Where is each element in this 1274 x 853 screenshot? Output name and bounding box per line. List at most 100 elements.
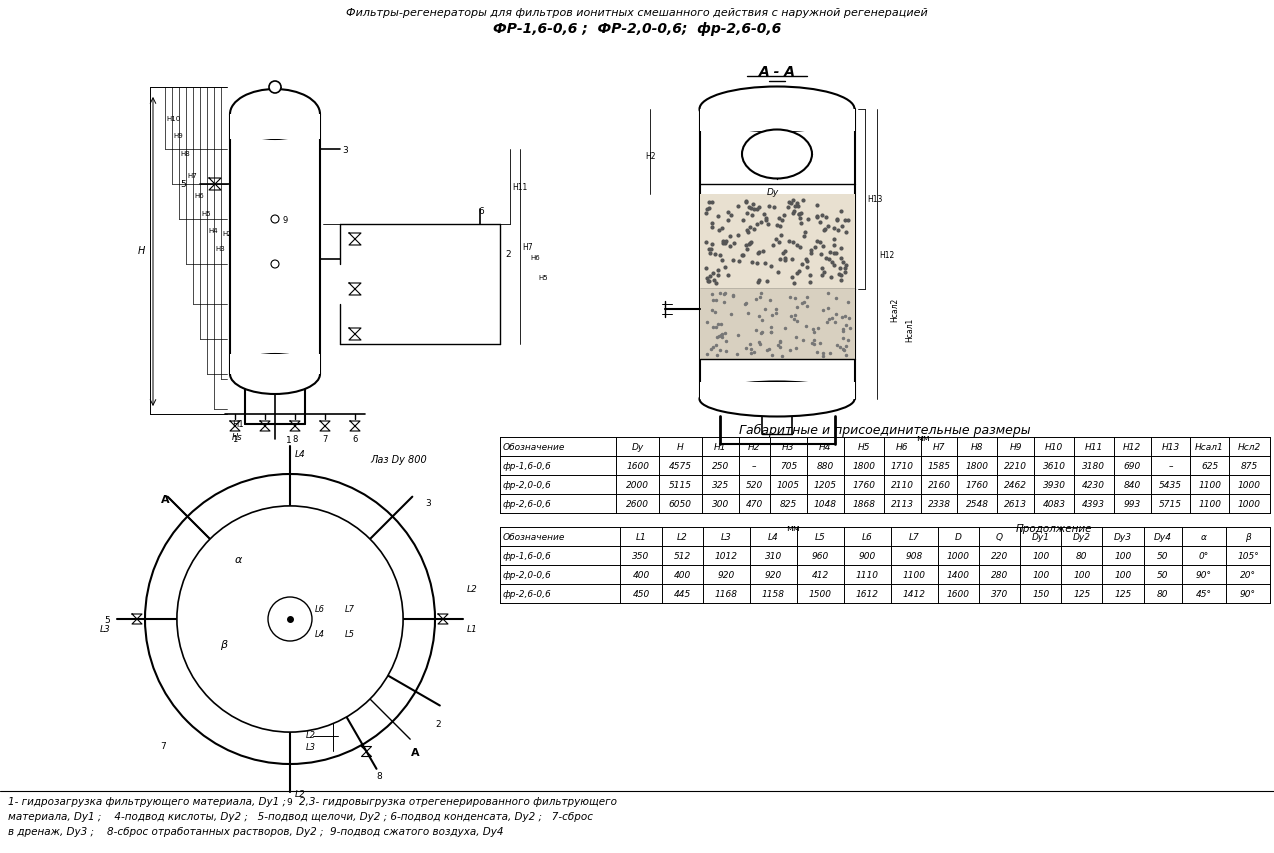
Text: 105°: 105° xyxy=(1237,551,1259,560)
Text: 5: 5 xyxy=(180,180,186,189)
Text: 512: 512 xyxy=(674,551,691,560)
Text: H2: H2 xyxy=(645,152,656,161)
Text: 1100: 1100 xyxy=(1198,480,1220,490)
Text: 1612: 1612 xyxy=(856,589,879,598)
Text: 1012: 1012 xyxy=(715,551,738,560)
Text: 1800: 1800 xyxy=(852,461,875,471)
Text: 840: 840 xyxy=(1124,480,1140,490)
Text: H7: H7 xyxy=(933,443,945,451)
Text: 1800: 1800 xyxy=(966,461,989,471)
Text: Hсал1: Hсал1 xyxy=(905,317,913,342)
Text: Обозначение: Обозначение xyxy=(503,443,566,451)
Circle shape xyxy=(177,507,403,732)
Text: H13: H13 xyxy=(1162,443,1180,451)
Text: 1048: 1048 xyxy=(814,499,837,508)
Text: 6050: 6050 xyxy=(669,499,692,508)
Text: L3: L3 xyxy=(721,532,731,542)
Text: фр-2,6-0,6: фр-2,6-0,6 xyxy=(503,589,552,598)
Text: H11: H11 xyxy=(512,183,527,191)
Circle shape xyxy=(271,216,279,223)
Text: 1000: 1000 xyxy=(1238,499,1261,508)
Text: материала, Dy1 ;    4-подвод кислоты, Dy2 ;   5-подвод щелочи, Dy2 ; 6-подвод ко: материала, Dy1 ; 4-подвод кислоты, Dy2 ;… xyxy=(8,811,592,821)
Text: H9: H9 xyxy=(173,133,182,139)
Text: мм: мм xyxy=(916,433,930,443)
Bar xyxy=(231,115,320,140)
Text: H2: H2 xyxy=(748,443,761,451)
Text: H6: H6 xyxy=(194,193,204,199)
Text: 1760: 1760 xyxy=(852,480,875,490)
Text: Лаз Dy 800: Лаз Dy 800 xyxy=(369,455,427,464)
Text: L3: L3 xyxy=(306,743,316,751)
Text: 125: 125 xyxy=(1073,589,1091,598)
Text: 20°: 20° xyxy=(1240,571,1256,579)
Text: 1600: 1600 xyxy=(947,589,970,598)
Text: 1: 1 xyxy=(285,436,292,444)
Text: 908: 908 xyxy=(906,551,924,560)
Text: 920: 920 xyxy=(717,571,735,579)
Text: 1600: 1600 xyxy=(627,461,650,471)
Text: 2210: 2210 xyxy=(1004,461,1027,471)
Text: L3: L3 xyxy=(99,624,111,633)
Text: L4: L4 xyxy=(315,630,325,638)
Text: 125: 125 xyxy=(1115,589,1131,598)
Text: 6: 6 xyxy=(478,206,484,216)
Text: фр-2,6-0,6: фр-2,6-0,6 xyxy=(503,499,552,508)
Text: 1000: 1000 xyxy=(1238,480,1261,490)
Text: Продолжение: Продолжение xyxy=(1017,524,1093,533)
Text: 520: 520 xyxy=(745,480,763,490)
Text: Dy1: Dy1 xyxy=(1032,532,1050,542)
Text: 90°: 90° xyxy=(1240,589,1256,598)
Text: H1: H1 xyxy=(713,443,726,451)
Text: 2548: 2548 xyxy=(966,499,989,508)
Text: H4: H4 xyxy=(208,228,218,234)
Text: 400: 400 xyxy=(632,571,650,579)
Text: L2: L2 xyxy=(306,731,316,740)
Text: 0°: 0° xyxy=(1199,551,1209,560)
Text: 5715: 5715 xyxy=(1159,499,1182,508)
Text: 3610: 3610 xyxy=(1042,461,1065,471)
Ellipse shape xyxy=(699,87,855,132)
Text: ФР-1,6-0,6 ;  ФР-2,0-0,6;  фр-2,6-0,6: ФР-1,6-0,6 ; ФР-2,0-0,6; фр-2,6-0,6 xyxy=(493,22,781,36)
Text: A: A xyxy=(412,747,419,757)
Text: H8: H8 xyxy=(180,151,190,157)
Text: 450: 450 xyxy=(632,589,650,598)
Text: H10: H10 xyxy=(1045,443,1064,451)
Text: 7: 7 xyxy=(161,741,166,750)
Text: 880: 880 xyxy=(817,461,834,471)
Ellipse shape xyxy=(231,355,320,395)
Text: –: – xyxy=(752,461,757,471)
Text: 1000: 1000 xyxy=(947,551,970,560)
Text: 4230: 4230 xyxy=(1083,480,1106,490)
Text: 2462: 2462 xyxy=(1004,480,1027,490)
Text: 325: 325 xyxy=(712,480,729,490)
Text: L7: L7 xyxy=(910,532,920,542)
Text: Hсл2: Hсл2 xyxy=(1238,443,1261,451)
Text: 280: 280 xyxy=(991,571,1008,579)
Circle shape xyxy=(269,82,282,94)
Text: 150: 150 xyxy=(1032,589,1050,598)
Bar xyxy=(699,194,855,290)
Text: H13: H13 xyxy=(868,195,883,204)
Text: 5435: 5435 xyxy=(1159,480,1182,490)
Text: 80: 80 xyxy=(1157,589,1168,598)
Text: D: D xyxy=(956,532,962,542)
Ellipse shape xyxy=(741,131,812,179)
Circle shape xyxy=(271,261,279,269)
Text: 5115: 5115 xyxy=(669,480,692,490)
Text: 9: 9 xyxy=(285,797,292,806)
Text: 50: 50 xyxy=(1157,571,1168,579)
Text: Обозначение: Обозначение xyxy=(503,532,566,542)
Text: H12: H12 xyxy=(879,250,894,259)
Text: 2113: 2113 xyxy=(891,499,913,508)
Text: β: β xyxy=(1245,532,1251,542)
Text: α: α xyxy=(234,554,242,565)
Text: L1: L1 xyxy=(636,532,646,542)
Text: 45°: 45° xyxy=(1196,589,1212,598)
Text: A: A xyxy=(161,494,169,504)
Text: 625: 625 xyxy=(1201,461,1218,471)
Text: фр-2,0-0,6: фр-2,0-0,6 xyxy=(503,480,552,490)
Text: фр-1,6-0,6: фр-1,6-0,6 xyxy=(503,461,552,471)
Text: Q: Q xyxy=(996,532,1003,542)
Text: L2: L2 xyxy=(296,789,306,798)
Bar xyxy=(699,290,855,360)
